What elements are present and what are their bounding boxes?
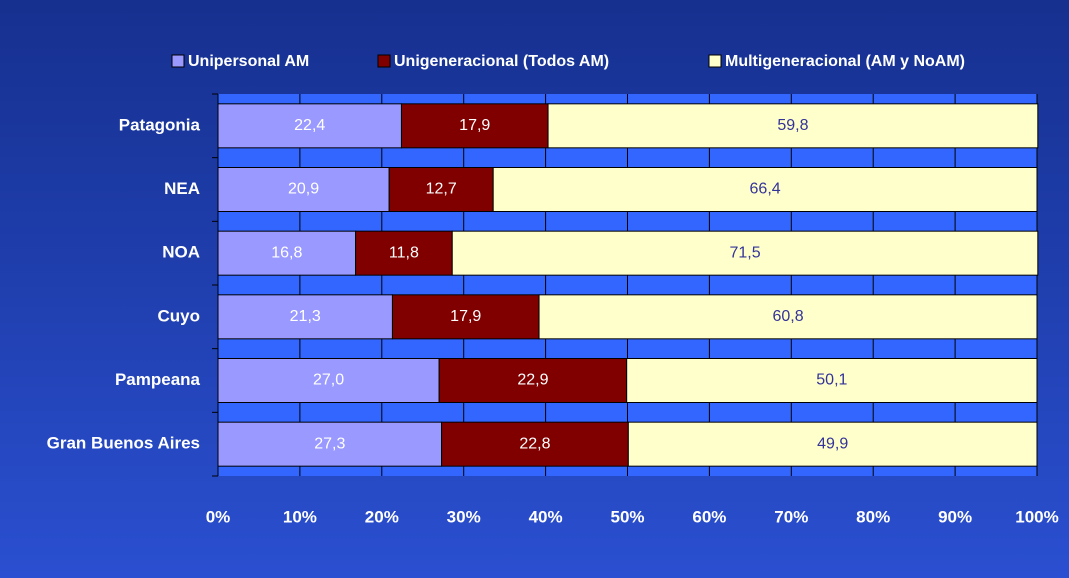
legend-label: Unipersonal AM <box>188 53 309 70</box>
x-tick-label: 10% <box>283 507 317 526</box>
y-tick-label: Patagonia <box>119 115 201 134</box>
legend-label: Unigeneracional (Todos AM) <box>394 53 609 70</box>
value-label: 22,4 <box>294 117 325 134</box>
bar-segment <box>391 294 540 340</box>
value-label: 27,0 <box>313 372 344 389</box>
bar-segment <box>441 421 629 467</box>
value-label: 60,8 <box>772 308 803 325</box>
y-tick-label: Pampeana <box>115 370 201 389</box>
bar-segment <box>217 167 390 212</box>
legend-label: Multigeneracional (AM y NoAM) <box>725 53 965 70</box>
bar-segment <box>627 421 1038 467</box>
bar-segment <box>492 167 1038 212</box>
y-tick-label: Cuyo <box>158 306 201 325</box>
legend-swatch <box>708 54 722 68</box>
value-label: 17,9 <box>450 308 481 325</box>
value-label: 11,8 <box>389 244 419 261</box>
bar-segment <box>217 230 357 276</box>
bar-segment <box>217 294 393 340</box>
y-tick-label: NEA <box>164 179 200 198</box>
bar-segment <box>217 103 402 149</box>
bar-segment <box>400 103 549 149</box>
y-tick-label: Gran Buenos Aires <box>47 434 200 453</box>
x-tick-label: 70% <box>774 507 808 526</box>
value-label: 22,9 <box>517 372 548 389</box>
legend-swatch <box>377 54 391 68</box>
x-tick-label: 90% <box>938 507 972 526</box>
x-tick-label: 0% <box>206 507 231 526</box>
value-label: 50,1 <box>816 372 847 389</box>
legend-swatch <box>171 54 185 68</box>
bar-segment <box>626 358 1038 403</box>
value-label: 20,9 <box>288 181 319 198</box>
bar-segment <box>538 294 1038 340</box>
value-label: 16,8 <box>271 244 302 261</box>
value-label: 17,9 <box>459 117 490 134</box>
bar-segment <box>355 230 453 276</box>
x-tick-label: 80% <box>856 507 890 526</box>
x-tick-label: 20% <box>365 507 399 526</box>
value-label: 27,3 <box>314 435 345 452</box>
x-tick-label: 40% <box>529 507 563 526</box>
x-tick-label: 30% <box>447 507 481 526</box>
value-label: 59,8 <box>777 117 808 134</box>
bar-segment <box>438 358 628 403</box>
bar-segment <box>451 230 1039 276</box>
bar-segment <box>547 103 1039 149</box>
x-tick-label: 100% <box>1015 507 1058 526</box>
value-label: 22,8 <box>519 435 550 452</box>
value-label: 49,9 <box>817 435 848 452</box>
bar-segment <box>217 358 440 403</box>
value-label: 71,5 <box>729 244 760 261</box>
value-label: 21,3 <box>290 308 321 325</box>
x-tick-label: 60% <box>692 507 726 526</box>
value-label: 66,4 <box>750 181 781 198</box>
value-label: 12,7 <box>426 181 457 198</box>
y-tick-label: NOA <box>162 243 200 262</box>
x-tick-label: 50% <box>610 507 644 526</box>
